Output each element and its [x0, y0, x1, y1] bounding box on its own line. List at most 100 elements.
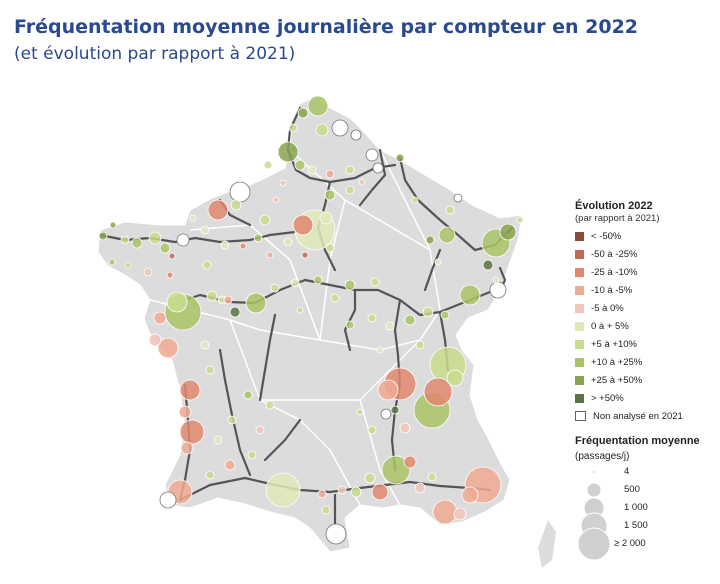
- counter-point: [307, 165, 317, 175]
- counter-point: [372, 162, 384, 174]
- size-legend-circle: [586, 482, 602, 498]
- counter-point: [265, 400, 275, 410]
- counter-point: [292, 214, 314, 236]
- counter-point: [206, 290, 218, 302]
- france-map: [97, 95, 556, 568]
- legend-item: +25 à +50%: [575, 371, 720, 389]
- size-legend-subtitle: (passages/j): [575, 451, 630, 462]
- counter-point: [166, 291, 188, 313]
- counter-point: [380, 408, 392, 420]
- legend-label: 0 à + 5%: [591, 320, 629, 332]
- counter-point: [205, 470, 215, 480]
- counter-point: [179, 419, 205, 445]
- counter-point: [315, 123, 329, 137]
- counter-point: [176, 233, 190, 247]
- counter-point: [265, 472, 301, 508]
- counter-point: [404, 314, 416, 326]
- counter-point: [131, 237, 143, 249]
- counter-point: [307, 95, 329, 117]
- legend-label: -50 à -25%: [591, 248, 638, 260]
- counter-point: [205, 365, 215, 375]
- counter-point: [230, 199, 242, 211]
- legend-item: > +50%: [575, 389, 720, 407]
- legend-subtitle: (par rapport à 2021): [575, 213, 660, 224]
- counter-point: [350, 486, 362, 498]
- counter-point: [98, 231, 108, 241]
- counter-point: [422, 306, 434, 318]
- counter-point: [403, 455, 417, 469]
- size-legend-circle: [580, 512, 608, 540]
- counter-point: [108, 258, 116, 266]
- counter-point: [446, 369, 464, 387]
- legend-swatch: [575, 285, 584, 295]
- counter-point: [148, 333, 162, 347]
- counter-point: [356, 408, 364, 416]
- counter-point: [445, 205, 455, 215]
- counter-point: [319, 211, 333, 225]
- counter-point: [178, 405, 192, 419]
- counter-point: [245, 292, 267, 314]
- counter-point: [321, 505, 331, 515]
- counter-point: [124, 261, 132, 269]
- counter-point: [438, 226, 456, 244]
- counter-point: [313, 275, 323, 285]
- legend-label: -10 à -5%: [591, 284, 633, 296]
- counter-point: [358, 178, 366, 186]
- counter-point: [180, 441, 194, 455]
- counter-point: [229, 181, 251, 203]
- counter-point: [288, 123, 298, 133]
- counter-point: [371, 483, 389, 501]
- legend-swatch: [575, 267, 584, 277]
- counter-point: [148, 231, 162, 245]
- counter-point: [247, 450, 257, 460]
- counter-point: [385, 321, 395, 331]
- legend-label: < -50%: [591, 230, 622, 242]
- counter-point: [425, 235, 435, 245]
- counter-point: [492, 276, 500, 284]
- counter-point: [395, 153, 405, 163]
- size-legend-circle: [583, 497, 605, 519]
- legend-label: +5 à +10%: [591, 338, 637, 350]
- counter-point: [189, 214, 197, 222]
- legend-swatch: [575, 357, 584, 367]
- counter-point: [434, 258, 442, 266]
- counter-point: [294, 159, 306, 171]
- legend-swatch: [575, 393, 584, 403]
- counter-point: [453, 193, 463, 203]
- legend-item: -25 à -10%: [575, 263, 720, 281]
- counter-point: [277, 141, 299, 163]
- counter-point: [213, 435, 223, 445]
- counter-point: [427, 472, 437, 482]
- counter-point: [331, 119, 349, 137]
- counter-point: [324, 189, 336, 201]
- counter-point: [224, 459, 236, 471]
- counter-point: [283, 237, 293, 247]
- counter-point: [482, 259, 494, 271]
- legend-list: < -50% -50 à -25% -25 à -10% -10 à -5% -5 à …: [575, 227, 720, 425]
- counter-point: [239, 242, 247, 250]
- legend-title: Évolution 2022: [575, 200, 653, 212]
- counter-point: [272, 196, 280, 204]
- size-legend-label: 4: [624, 466, 630, 477]
- counter-point: [345, 165, 355, 175]
- counter-point: [364, 472, 376, 484]
- legend-item: Non analysé en 2021: [575, 407, 720, 425]
- counter-point: [399, 422, 411, 434]
- counter-point: [432, 499, 458, 525]
- counter-point: [229, 306, 241, 318]
- counter-point: [376, 346, 384, 354]
- legend-swatch: [575, 339, 584, 349]
- counter-point: [499, 223, 517, 241]
- legend-item: -5 à 0%: [575, 299, 720, 317]
- counter-point: [202, 260, 212, 270]
- counter-point: [370, 277, 380, 287]
- corsica-shape: [538, 520, 556, 568]
- legend-item: +5 à +10%: [575, 335, 720, 353]
- legend-label: Non analysé en 2021: [593, 410, 683, 422]
- counter-point: [317, 489, 327, 499]
- counter-point: [367, 425, 377, 435]
- legend-swatch: [575, 231, 584, 241]
- counter-point: [159, 491, 177, 509]
- counter-point: [243, 390, 253, 400]
- size-legend-circle: [592, 470, 596, 474]
